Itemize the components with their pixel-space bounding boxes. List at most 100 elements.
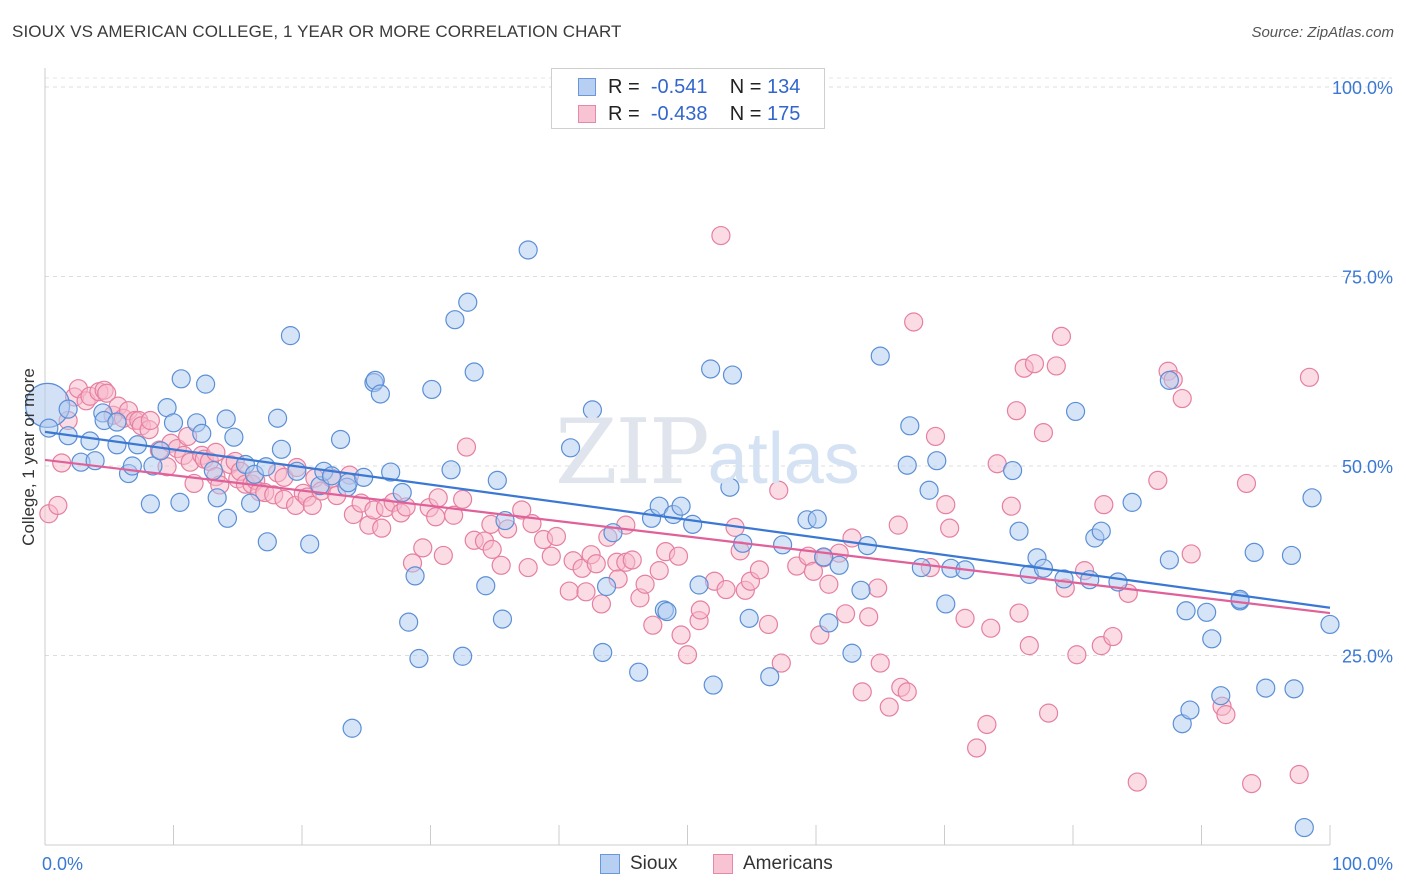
americans-point (576, 582, 596, 602)
sioux-swatch (578, 78, 596, 96)
sioux-point (1197, 602, 1217, 622)
americans-point (967, 738, 987, 758)
sioux-point (1003, 460, 1023, 481)
americans-point (622, 550, 642, 570)
sioux-point (140, 494, 160, 514)
sioux-point (267, 408, 288, 428)
americans-point (771, 653, 791, 673)
sioux-point (897, 455, 917, 475)
americans-point (1001, 496, 1021, 516)
sioux-points (24, 240, 1340, 838)
legend-n-label: N = (729, 102, 762, 125)
watermark: ZIPatlas (555, 400, 860, 505)
sioux-point (927, 451, 947, 471)
sioux-point (629, 662, 649, 682)
americans-point (668, 546, 689, 566)
sioux-point (1284, 679, 1304, 699)
sioux-point (370, 384, 390, 404)
sioux-point (829, 555, 849, 575)
americans-point (690, 600, 710, 620)
americans-point (1236, 473, 1257, 494)
americans-point (981, 618, 1001, 638)
americans-point (940, 518, 960, 538)
americans-point (955, 608, 975, 628)
sioux-point (492, 609, 513, 629)
americans-trend-line (44, 458, 1331, 615)
americans-point (904, 312, 924, 332)
axes (44, 68, 1331, 846)
sioux-point (1256, 678, 1276, 698)
americans-point (758, 614, 779, 635)
americans-point (977, 714, 997, 735)
americans-point (1127, 772, 1147, 792)
americans-point (512, 500, 532, 520)
sioux-point (196, 374, 216, 394)
sioux-point (518, 240, 538, 260)
sioux-point (453, 646, 473, 666)
legend-r-label: R = (608, 102, 640, 125)
sioux-point (476, 576, 496, 596)
americans-point (482, 539, 502, 559)
sioux-point (671, 496, 691, 516)
sioux-point (241, 493, 261, 513)
sioux-point (657, 601, 677, 622)
americans-point (413, 538, 433, 558)
americans-point (48, 495, 68, 516)
sioux-point (163, 413, 184, 433)
legend-n-label: N = (729, 75, 762, 98)
sioux-point (1281, 545, 1302, 566)
sioux-point (1320, 614, 1340, 635)
sioux-point (381, 462, 401, 482)
x-tick-label: 100.0% (1332, 854, 1393, 874)
sioux-point (703, 675, 723, 695)
sioux-point (399, 612, 419, 632)
sioux-point (900, 416, 920, 436)
sioux-point (122, 456, 142, 476)
sioux-point (1211, 686, 1231, 706)
sioux-point (422, 379, 442, 400)
americans-point (897, 682, 917, 702)
sioux-point (683, 514, 703, 534)
americans-point (711, 225, 731, 246)
americans-point (1006, 401, 1027, 421)
sioux-point (80, 431, 100, 451)
americans-point (859, 607, 879, 627)
sioux-point (224, 427, 244, 447)
americans-point (879, 697, 899, 717)
axis-labels: 25.0% 50.0% 75.0% 100.0% 0.0% 100.0% College, … (19, 78, 1393, 874)
americans-point (925, 426, 946, 447)
sioux-point (1009, 521, 1029, 541)
sioux-point (207, 488, 227, 508)
y-tick-label: 75.0% (1342, 268, 1393, 288)
sioux-point (593, 642, 613, 663)
sioux-point (409, 648, 429, 669)
sioux-point (203, 460, 223, 481)
sioux-point (1244, 542, 1264, 563)
sioux-point (560, 438, 581, 458)
americans-point (591, 594, 612, 614)
legend-row-americans: R = -0.438 N = 175 (578, 102, 800, 126)
americans-point (1009, 603, 1029, 623)
bottom-legend-americans: Americans (713, 852, 833, 876)
sioux-swatch (600, 854, 620, 874)
sioux-point (1294, 817, 1314, 838)
americans-point (868, 578, 888, 598)
americans-point (140, 410, 160, 431)
sioux-point (1054, 569, 1074, 589)
sioux-point (216, 409, 236, 429)
legend-r-value: -0.438 (650, 102, 708, 125)
sioux-point (851, 580, 871, 600)
bottom-legend-sioux: Sioux (600, 852, 678, 876)
sioux-point (772, 535, 793, 555)
americans-point (1299, 367, 1320, 387)
americans-point (1067, 645, 1087, 665)
legend-n-value: 134 (767, 75, 801, 98)
sioux-point (701, 359, 721, 379)
americans-point (1094, 495, 1114, 515)
y-axis-label: College, 1 year or more (19, 368, 38, 546)
sioux-point (689, 575, 709, 595)
americans-point (456, 437, 477, 457)
sioux-point (445, 310, 465, 330)
sioux-point (217, 508, 238, 528)
legend-label: Sioux (630, 853, 678, 874)
